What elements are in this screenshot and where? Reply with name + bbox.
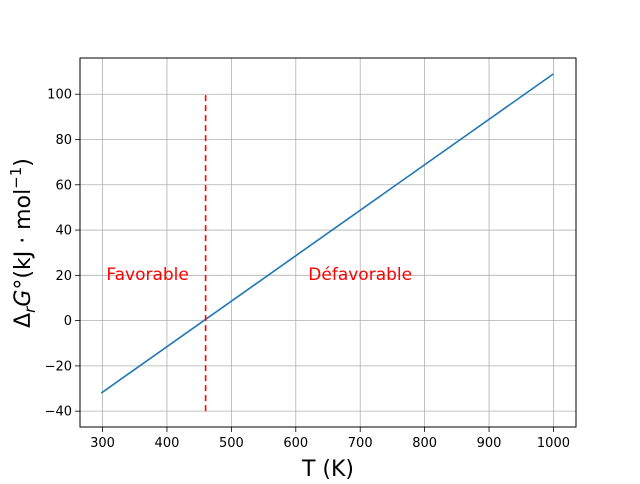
y-label-unit-close: ) bbox=[11, 158, 36, 167]
x-tick-label: 1000 bbox=[537, 436, 570, 451]
annotation-label: Défavorable bbox=[308, 265, 412, 285]
annotation-label: Favorable bbox=[106, 265, 188, 285]
y-tick-label: 80 bbox=[55, 133, 72, 148]
series-line bbox=[100, 73, 554, 394]
x-tick-label: 800 bbox=[412, 436, 437, 451]
y-label-exponent: −1 bbox=[7, 167, 25, 189]
y-label-delta: Δ bbox=[11, 313, 36, 328]
ticks: 300 400 500 600 700 800 900 1000 −40 −20 0 20 40 60 80… bbox=[45, 88, 570, 451]
grid bbox=[80, 58, 576, 427]
x-axis-label: T (K) bbox=[301, 457, 354, 480]
plot-area bbox=[100, 73, 554, 412]
x-tick-label: 500 bbox=[219, 436, 244, 451]
y-tick-label: 40 bbox=[55, 224, 72, 239]
y-tick-label: −20 bbox=[45, 359, 72, 374]
y-tick-label: 100 bbox=[47, 88, 72, 103]
y-axis-label: ΔrG°(kJ · mol−1) bbox=[7, 158, 39, 328]
y-label-subscript: r bbox=[21, 306, 39, 313]
axes-frame bbox=[79, 57, 577, 428]
y-label-g: G bbox=[11, 290, 36, 307]
y-label-unit: (kJ · mol bbox=[11, 189, 36, 279]
y-tick-label: 60 bbox=[55, 178, 72, 193]
x-tick-label: 700 bbox=[348, 436, 373, 451]
x-tick-label: 600 bbox=[283, 436, 308, 451]
x-tick-label: 900 bbox=[477, 436, 502, 451]
x-tick-label: 300 bbox=[90, 436, 115, 451]
y-tick-label: 0 bbox=[64, 314, 72, 329]
y-tick-label: 20 bbox=[55, 269, 72, 284]
y-label-degree: ° bbox=[11, 279, 36, 290]
x-tick-label: 400 bbox=[155, 436, 180, 451]
annotations: Favorable Défavorable bbox=[106, 265, 412, 285]
y-tick-label: −40 bbox=[45, 405, 72, 420]
